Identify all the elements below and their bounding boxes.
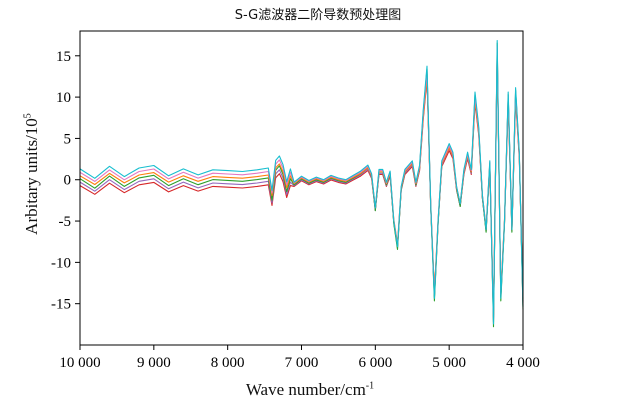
x-axis-label-text: Wave number/cm (245, 380, 366, 399)
x-tick-label: 8 000 (211, 355, 245, 371)
x-tick-label: 10 000 (59, 355, 100, 371)
plot-area (80, 31, 523, 345)
x-tick-label: 9 000 (137, 355, 171, 371)
x-axis-label: Wave number/cm-1 (170, 380, 450, 400)
y-tick-label: 0 (64, 173, 72, 189)
x-tick-label: 6 000 (358, 355, 392, 371)
y-tick-label: 15 (56, 49, 71, 65)
y-tick-label: 10 (56, 90, 71, 106)
y-tick-label: 5 (64, 131, 72, 147)
axis-layer: 10 000 9 000 8 000 7 000 6 000 5 000 4 000 15 10… (51, 49, 540, 371)
chart-title: S-G滤波器二阶导数预处理图 (234, 8, 402, 23)
series-line (79, 39, 524, 325)
x-axis-label-exponent: -1 (365, 380, 375, 392)
y-tick-label: -15 (51, 297, 71, 313)
x-tick-label: 4 000 (506, 355, 540, 371)
y-tick-label: -5 (59, 214, 72, 230)
x-tick-label: 5 000 (432, 355, 466, 371)
series-layer (79, 39, 524, 328)
x-tick-label: 7 000 (285, 355, 319, 371)
y-tick-label: -10 (51, 255, 71, 271)
